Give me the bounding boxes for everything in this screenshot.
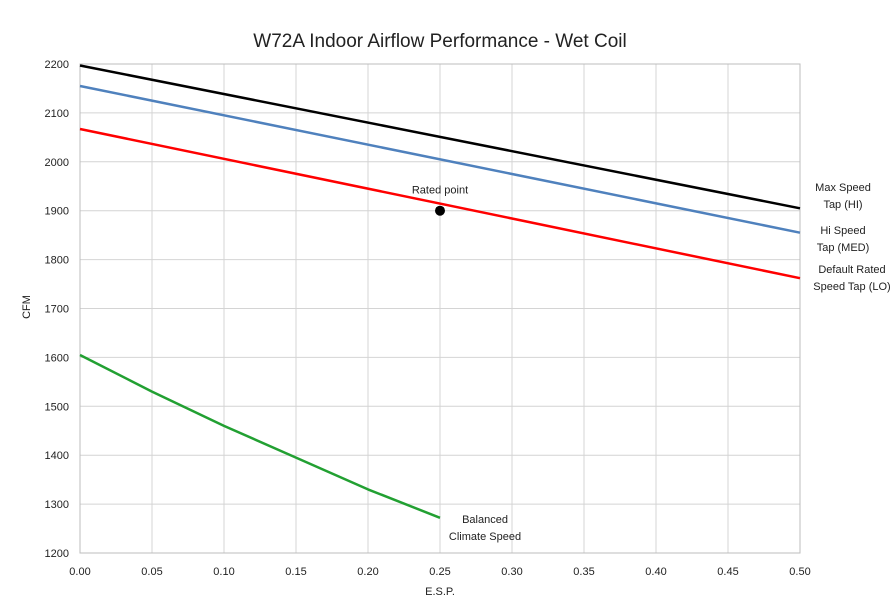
y-tick-label: 1700: [45, 304, 69, 316]
y-tick-label: 1200: [45, 548, 69, 560]
plot-area-border: [79, 63, 801, 554]
series-lines: [79, 64, 801, 519]
x-tick-label: 0.20: [357, 566, 378, 578]
y-tick-label: 1600: [45, 352, 69, 364]
y-tick-label: 1500: [45, 401, 69, 413]
x-tick-labels: 0.00 0.05 0.10 0.15 0.20 0.25 0.30 0.35 0.40 0.45…: [69, 566, 810, 578]
x-tick-label: 0.15: [285, 566, 306, 578]
y-tick-label: 2200: [45, 59, 69, 71]
series-line-3: [79, 353, 441, 519]
x-tick-label: 0.40: [645, 566, 666, 578]
y-tick-label: 1800: [45, 255, 69, 267]
annotations: Rated point: [412, 185, 468, 216]
series-line-1: [79, 84, 801, 234]
y-tick-label: 1300: [45, 499, 69, 511]
series-label-0: Max Speed Tap (HI): [815, 182, 871, 211]
x-tick-label: 0.10: [213, 566, 234, 578]
chart-title: W72A Indoor Airflow Performance - Wet Co…: [253, 31, 626, 52]
series-line-0: [79, 64, 801, 210]
x-tick-label: 0.25: [429, 566, 450, 578]
y-axis-title: CFM: [21, 295, 33, 319]
y-tick-label: 2100: [45, 108, 69, 120]
x-tick-label: 0.50: [789, 566, 810, 578]
y-tick-label: 1400: [45, 450, 69, 462]
y-tick-labels: 1200 1300 1400 1500 1600 1700 1800 1900 2000 2100…: [45, 59, 69, 560]
y-tick-label: 2000: [45, 157, 69, 169]
rated-point-label: Rated point: [412, 185, 468, 197]
y-tick-label: 1900: [45, 206, 69, 218]
x-tick-label: 0.35: [573, 566, 594, 578]
x-tick-label: 0.05: [141, 566, 162, 578]
series-label-2: Default Rated Speed Tap (LO): [813, 264, 890, 293]
x-tick-label: 0.30: [501, 566, 522, 578]
x-tick-label: 0.00: [69, 566, 90, 578]
series-label-1: Hi Speed Tap (MED): [817, 225, 870, 254]
series-label-3: Balanced Climate Speed: [449, 514, 521, 543]
x-axis-title: E.S.P.: [425, 586, 455, 598]
plot-frame: [79, 63, 801, 554]
series-line-2: [79, 127, 801, 280]
series-labels: Max Speed Tap (HI) Hi Speed Tap (MED) Defaul…: [449, 182, 891, 543]
rated-point-marker: [435, 205, 445, 216]
x-tick-label: 0.45: [717, 566, 738, 578]
